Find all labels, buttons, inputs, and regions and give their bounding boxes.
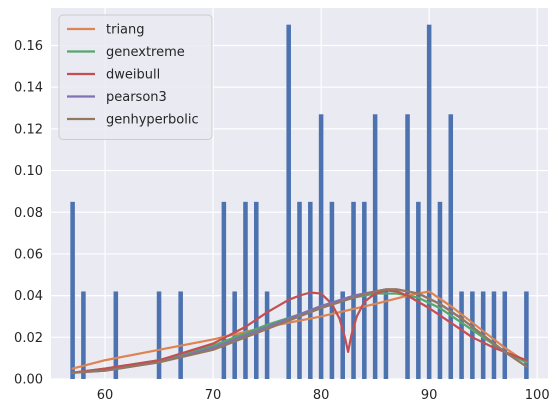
y-tick-label: 0.00 bbox=[14, 373, 43, 388]
histogram-bar bbox=[113, 291, 119, 379]
x-tick-label: 80 bbox=[313, 388, 330, 403]
x-tick-label: 70 bbox=[205, 388, 222, 403]
y-tick-label: 0.04 bbox=[14, 289, 43, 304]
histogram-bar bbox=[459, 291, 464, 379]
fit-lines bbox=[71, 288, 528, 374]
series-line-genhyperbolic bbox=[71, 288, 528, 374]
y-tick-label: 0.10 bbox=[14, 164, 43, 179]
histogram-bar bbox=[416, 201, 421, 379]
legend: triang genextreme dweibull pearson3 genhyper… bbox=[58, 14, 213, 140]
histogram-bar bbox=[405, 114, 410, 379]
y-tick-label: 0.12 bbox=[14, 122, 43, 137]
histogram-bar bbox=[383, 291, 389, 379]
histogram-bar bbox=[448, 114, 454, 379]
histogram-bar bbox=[502, 291, 508, 379]
histogram-bar bbox=[372, 114, 378, 379]
x-axis: 60 70 80 90 100 bbox=[97, 388, 550, 403]
histogram-bar bbox=[178, 291, 183, 379]
series-line-triang bbox=[71, 290, 528, 370]
histogram-bar bbox=[491, 291, 497, 379]
y-axis: 0.00 0.02 0.04 0.06 0.08 0.10 0.12 0.14 0.16 bbox=[14, 39, 43, 387]
legend-label-dweibull: dweibull bbox=[106, 68, 160, 83]
legend-label-genextreme: genextreme bbox=[106, 45, 185, 60]
y-tick-label: 0.16 bbox=[14, 39, 43, 54]
histogram-bar bbox=[329, 201, 335, 379]
histogram-bar bbox=[254, 201, 259, 379]
histogram-bar bbox=[221, 201, 227, 379]
series-line-dweibull bbox=[71, 289, 528, 374]
histogram-bar bbox=[340, 291, 345, 379]
histogram-bar bbox=[318, 114, 324, 379]
histogram-bar bbox=[243, 201, 248, 379]
legend-label-genhyperbolic: genhyperbolic bbox=[106, 113, 199, 128]
legend-box bbox=[58, 14, 213, 140]
histogram-bar bbox=[351, 201, 356, 379]
histogram-bar bbox=[264, 291, 270, 379]
histogram-bar bbox=[156, 291, 162, 379]
histogram-bar bbox=[286, 24, 291, 379]
legend-label-pearson3: pearson3 bbox=[106, 90, 167, 105]
x-tick-label: 60 bbox=[97, 388, 114, 403]
x-tick-label: 100 bbox=[525, 388, 550, 403]
histogram-bar bbox=[437, 201, 443, 379]
histogram-bar bbox=[524, 291, 529, 379]
y-tick-label: 0.08 bbox=[14, 206, 43, 221]
histogram-bar bbox=[70, 201, 75, 379]
y-tick-label: 0.02 bbox=[14, 331, 43, 346]
legend-label-triang: triang bbox=[106, 23, 145, 38]
histogram-bar bbox=[81, 291, 86, 379]
y-tick-label: 0.14 bbox=[14, 81, 43, 96]
histogram-bar bbox=[362, 201, 367, 379]
histogram-bar bbox=[297, 201, 302, 379]
x-tick-label: 90 bbox=[421, 388, 438, 403]
histogram-bar bbox=[470, 291, 475, 379]
histogram-bar bbox=[426, 24, 432, 379]
histogram-bar bbox=[308, 201, 313, 379]
y-tick-label: 0.06 bbox=[14, 247, 43, 262]
